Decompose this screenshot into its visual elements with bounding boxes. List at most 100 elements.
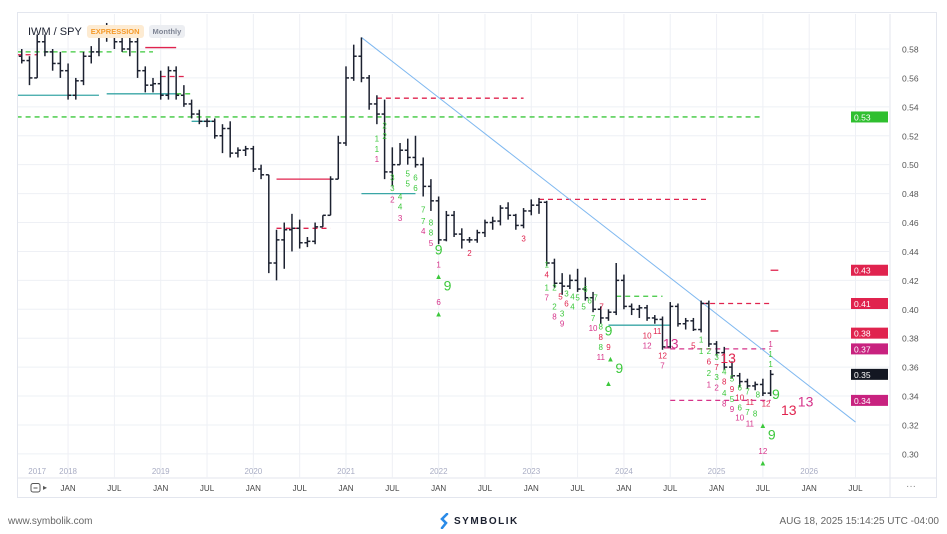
interval-badge[interactable]: Monthly <box>148 25 186 38</box>
count-label: 6 <box>587 297 592 306</box>
y-tick-label: 0.54 <box>902 102 919 112</box>
count-label: 2 <box>552 284 557 293</box>
count-label: 9 <box>730 405 735 414</box>
count-label: 3 <box>714 373 719 382</box>
y-tick-label: 0.44 <box>902 247 919 257</box>
count-label: 4 <box>421 227 426 236</box>
ohlc-bar <box>474 229 481 243</box>
ohlc-bar <box>566 274 573 290</box>
count-label: 8 <box>599 323 604 332</box>
more-options-button[interactable]: ··· <box>906 481 916 492</box>
count-label: 8 <box>552 313 557 322</box>
ohlc-bar <box>234 147 241 158</box>
count-label: 6 <box>737 383 742 392</box>
count-label: 2 <box>382 122 387 131</box>
ohlc-bar <box>690 317 697 331</box>
x-tick-label: JUL <box>200 484 215 493</box>
count-label: 7 <box>714 363 719 372</box>
count-label: 7 <box>745 388 750 397</box>
count-label: 5 <box>730 395 735 404</box>
price-tag: 0.41 <box>851 297 888 309</box>
ohlc-bar <box>613 263 620 316</box>
count-label: 3 <box>564 289 569 298</box>
count-label: 6 <box>413 184 418 193</box>
symbol-label[interactable]: IWM / SPY <box>28 25 82 38</box>
price-axis[interactable]: 0.30 0.32 0.34 0.36 0.38 0.40 0.42 0.44 0.46 0.48… <box>902 45 919 460</box>
count-label: 1 <box>707 380 712 389</box>
x-tick-label: JAN <box>802 484 817 493</box>
y-tick-label: 0.30 <box>902 449 919 459</box>
count-label: 1 <box>699 336 704 345</box>
brand-name: SYMBOLIK <box>454 515 519 527</box>
count-label: 2 <box>382 132 387 141</box>
ohlc-bar <box>551 258 558 288</box>
count-label: 12 <box>643 341 652 350</box>
buy-arrow-icon: ▲ <box>759 421 767 430</box>
count-label: 10 <box>643 331 652 340</box>
ohlc-bar <box>196 109 203 125</box>
buy-arrow-icon: ▲ <box>606 354 614 363</box>
ohlc-bar <box>574 268 581 292</box>
ohlc-bar <box>381 99 388 180</box>
price-tag: 0.38 <box>851 327 888 339</box>
ohlc-bar <box>489 216 496 230</box>
count-label: 7 <box>544 294 549 303</box>
ohlc-bar <box>72 77 79 100</box>
ohlc-bar <box>427 179 434 211</box>
count-label: 12 <box>762 399 771 408</box>
symbolik-logo-icon <box>440 513 449 529</box>
count-label: 6 <box>707 357 712 366</box>
count-label: 7 <box>421 206 426 215</box>
price-tag-bg <box>851 111 888 123</box>
count-label: 1 <box>699 347 704 356</box>
count-label: 5 <box>406 179 411 188</box>
ohlc-bar <box>258 164 265 180</box>
count-label: 7 <box>593 294 598 303</box>
count-label: 3 <box>714 353 719 362</box>
ohlc-bar <box>767 370 774 397</box>
buy-arrow-icon: ▲ <box>435 272 443 281</box>
ohlc-bar <box>597 306 604 324</box>
count-label: 3 <box>398 214 403 223</box>
time-axis[interactable]: JAN JUL JAN JUL JAN JUL JAN JUL JAN JUL JAN JUL JAN J… <box>28 467 863 493</box>
calendar-icon <box>30 483 41 493</box>
count-label: 5 <box>730 375 735 384</box>
calendar-button[interactable]: ▸ <box>30 482 47 493</box>
price-tag-label: 0.35 <box>854 370 871 380</box>
count-label: 6 <box>583 285 588 294</box>
ohlc-bar <box>227 121 234 158</box>
count-label: 11 <box>746 420 755 429</box>
year-label: 2023 <box>522 467 540 476</box>
count-label: 1 <box>375 135 380 144</box>
price-tag-bg <box>851 327 888 339</box>
buy-arrow-icon: ▲ <box>759 459 767 468</box>
count-label: 2 <box>467 249 472 258</box>
trendline-line[interactable] <box>361 37 856 423</box>
count-label: 2 <box>390 195 395 204</box>
website-link[interactable]: www.symbolik.com <box>8 516 93 527</box>
price-tag: 0.35 <box>851 368 888 380</box>
ohlc-bar <box>273 229 280 281</box>
count-label: 10 <box>589 324 598 333</box>
y-tick-label: 0.46 <box>902 218 919 228</box>
ohlc-bar <box>605 309 612 321</box>
count-label: 11 <box>597 353 606 362</box>
count-label: 9 <box>772 386 780 402</box>
count-label: 1 <box>768 360 773 369</box>
count-label: 9 <box>615 360 623 376</box>
count-label: 10 <box>735 414 744 423</box>
count-label: 8 <box>429 229 434 238</box>
ohlc-bar <box>319 214 326 228</box>
count-label: 6 <box>737 404 742 413</box>
price-tag-label: 0.53 <box>854 112 871 122</box>
ohlc-bar <box>698 300 705 333</box>
count-label: 3 <box>560 310 565 319</box>
x-tick-label: JUL <box>478 484 493 493</box>
count-label: 4 <box>398 192 403 201</box>
count-label: 3 <box>390 184 395 193</box>
count-label: 9 <box>605 322 613 338</box>
ohlc-bar <box>512 213 519 230</box>
y-tick-label: 0.42 <box>902 276 919 286</box>
trendline[interactable] <box>361 37 856 423</box>
